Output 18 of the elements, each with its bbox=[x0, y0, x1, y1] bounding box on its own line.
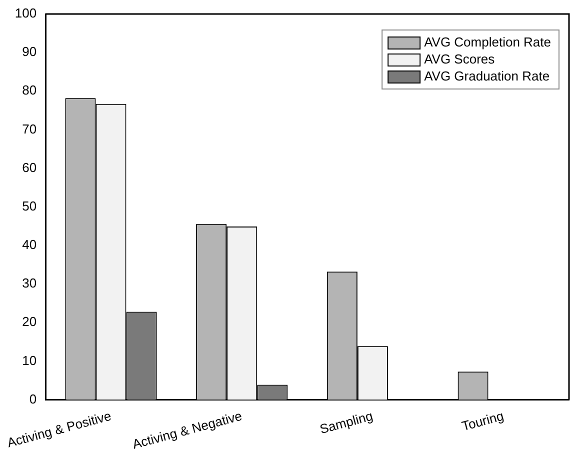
legend-label: AVG Graduation Rate bbox=[424, 68, 550, 84]
legend-label: AVG Scores bbox=[424, 52, 496, 67]
x-tick-label: Touring bbox=[460, 408, 506, 434]
y-tick-label: 70 bbox=[22, 121, 37, 136]
x-tick-label: Activing & Negative bbox=[130, 408, 244, 452]
y-tick-label: 50 bbox=[22, 198, 37, 214]
legend-label: AVG Completion Rate bbox=[424, 34, 552, 50]
y-tick-label: 100 bbox=[14, 6, 37, 21]
x-tick-label: Sampling bbox=[318, 408, 374, 437]
x-tick-label: Activing & Positive bbox=[6, 408, 113, 450]
y-tick-label: 90 bbox=[22, 44, 37, 60]
y-tick-label: 40 bbox=[22, 237, 37, 252]
y-tick-label: 30 bbox=[22, 276, 37, 291]
y-tick-label: 60 bbox=[22, 160, 37, 175]
y-tick-label: 10 bbox=[22, 352, 37, 368]
y-tick-label: 0 bbox=[29, 391, 37, 406]
y-tick-label: 20 bbox=[22, 314, 37, 330]
y-tick-label: 80 bbox=[22, 82, 37, 98]
